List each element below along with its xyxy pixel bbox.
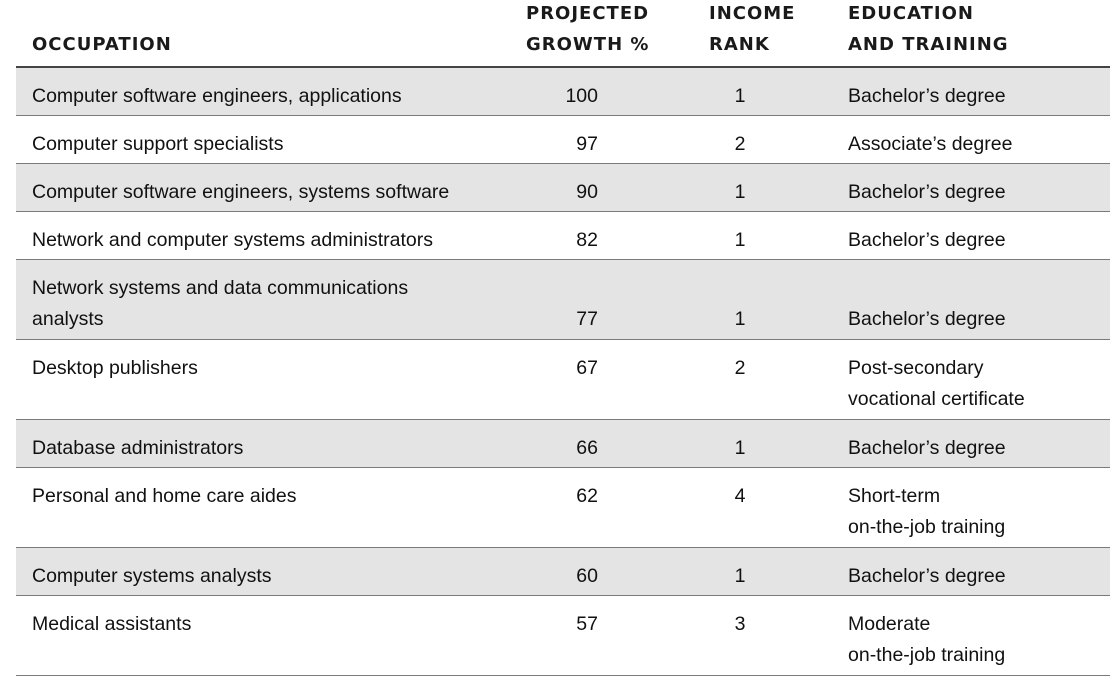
occupations-table: OCCUPATION PROJECTED GROWTH % INCOME RAN… (16, 0, 1110, 676)
income-rank-cell: 1 (734, 565, 746, 587)
occupation-cell: Desktop publishers (32, 357, 198, 379)
education-cell: Post-secondary vocational certificate (848, 357, 1025, 410)
table-row: Computer support specialists 97 2 Associ… (16, 116, 1110, 164)
growth-cell: 66 (576, 437, 598, 459)
growth-cell: 67 (576, 357, 598, 379)
table-row: Desktop publishers 67 2 Post-secondary v… (16, 340, 1110, 420)
growth-cell: 82 (576, 229, 598, 251)
education-cell: Short-term on-the-job training (848, 485, 1006, 538)
income-rank-cell: 3 (734, 613, 746, 635)
income-rank-cell: 1 (734, 437, 746, 459)
education-cell: Bachelor’s degree (848, 181, 1006, 203)
education-cell: Bachelor’s degree (848, 229, 1006, 251)
table-row: Computer software engineers, systems sof… (16, 164, 1110, 212)
occupation-cell: Database administrators (32, 437, 244, 459)
education-cell: Bachelor’s degree (848, 308, 1006, 330)
income-rank-cell: 2 (734, 357, 746, 379)
header-income-rank: INCOME RANK (709, 3, 796, 55)
header-occupation: OCCUPATION (32, 34, 172, 55)
growth-cell: 57 (576, 613, 598, 635)
income-rank-cell: 1 (734, 85, 746, 107)
education-cell: Bachelor’s degree (848, 85, 1006, 107)
education-cell: Bachelor’s degree (848, 565, 1006, 587)
table-row: Database administrators 66 1 Bachelor’s … (16, 420, 1110, 468)
education-cell: Moderate on-the-job training (848, 613, 1006, 666)
table-row: Personal and home care aides 62 4 Short-… (16, 468, 1110, 548)
table-row: Network systems and data communications … (16, 260, 1110, 340)
education-cell: Bachelor’s degree (848, 437, 1006, 459)
occupation-cell: Network systems and data communications … (32, 277, 409, 330)
growth-cell: 100 (565, 85, 598, 107)
education-cell: Associate’s degree (848, 133, 1013, 155)
table-header: OCCUPATION PROJECTED GROWTH % INCOME RAN… (16, 0, 1110, 68)
occupation-cell: Computer software engineers, systems sof… (32, 181, 450, 203)
table-row: Medical assistants 57 3 Moderate on-the-… (16, 596, 1110, 676)
occupation-cell: Personal and home care aides (32, 485, 297, 507)
header-projected-growth: PROJECTED GROWTH % (526, 3, 650, 55)
growth-cell: 97 (576, 133, 598, 155)
growth-cell: 62 (576, 485, 598, 507)
income-rank-cell: 1 (734, 308, 746, 330)
table-row: Network and computer systems administrat… (16, 212, 1110, 260)
growth-cell: 90 (576, 181, 598, 203)
growth-cell: 77 (576, 308, 598, 330)
occupation-cell: Computer support specialists (32, 133, 284, 155)
occupation-cell: Computer systems analysts (32, 565, 272, 587)
table-row: Computer systems analysts 60 1 Bachelor’… (16, 548, 1110, 596)
occupation-cell: Network and computer systems administrat… (32, 229, 433, 251)
table-row: Computer software engineers, application… (16, 68, 1110, 116)
income-rank-cell: 2 (734, 133, 746, 155)
income-rank-cell: 1 (734, 229, 746, 251)
header-education-training: EDUCATION AND TRAINING (848, 3, 1009, 55)
income-rank-cell: 1 (734, 181, 746, 203)
occupation-cell: Computer software engineers, application… (32, 85, 402, 107)
growth-cell: 60 (576, 565, 598, 587)
occupation-cell: Medical assistants (32, 613, 192, 635)
income-rank-cell: 4 (734, 485, 746, 507)
